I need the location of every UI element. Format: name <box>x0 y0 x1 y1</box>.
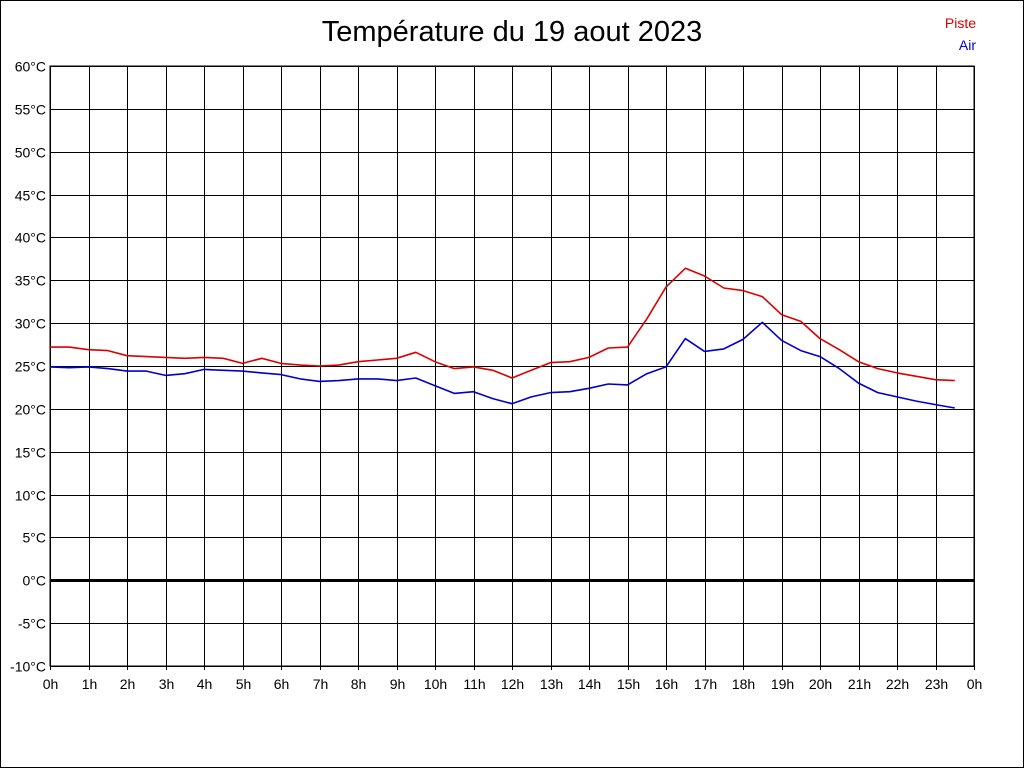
x-tick-label: 21h <box>848 676 871 692</box>
y-tick-label: 0°C <box>23 573 47 589</box>
y-tick-label: 15°C <box>15 445 46 461</box>
x-tick-label: 2h <box>120 676 136 692</box>
x-tick-label: 7h <box>313 676 329 692</box>
x-tick-label: 22h <box>886 676 909 692</box>
x-tick-label: 9h <box>390 676 406 692</box>
y-tick-label: 5°C <box>23 530 47 546</box>
x-tick-label: 0h <box>43 676 59 692</box>
x-tick-label: 23h <box>925 676 948 692</box>
x-tick-label: 6h <box>274 676 290 692</box>
x-tick-label: 5h <box>236 676 252 692</box>
y-tick-label: 10°C <box>15 488 46 504</box>
x-tick-label: 11h <box>463 676 485 692</box>
x-tick-label: 3h <box>159 676 175 692</box>
x-tick-label: 12h <box>501 676 524 692</box>
legend: Piste Air <box>945 12 976 56</box>
legend-item-air: Air <box>958 37 976 53</box>
x-tick-label: 0h <box>967 676 983 692</box>
y-tick-label: 45°C <box>15 188 46 204</box>
y-tick-label: 25°C <box>15 359 46 375</box>
x-tick-label: 17h <box>694 676 717 692</box>
x-tick-label: 20h <box>809 676 832 692</box>
legend-item-piste: Piste <box>944 15 976 31</box>
y-tick-label: -10°C <box>10 659 46 675</box>
x-tick-label: 16h <box>655 676 678 692</box>
y-tick-label: 60°C <box>15 59 46 75</box>
x-tick-label: 15h <box>617 676 640 692</box>
series-line-piste <box>50 267 955 382</box>
x-tick-label: 19h <box>771 676 794 692</box>
y-tick-label: 40°C <box>15 230 46 246</box>
x-tick-label: 4h <box>197 676 213 692</box>
y-tick-label: 50°C <box>15 145 46 161</box>
y-tick-label: 30°C <box>15 316 46 332</box>
x-tick-label: 10h <box>424 676 447 692</box>
y-tick-label: 20°C <box>15 402 46 418</box>
x-tick-label: 1h <box>82 676 98 692</box>
x-tick-label: 14h <box>578 676 601 692</box>
x-tick-label: 13h <box>540 676 563 692</box>
y-tick-label: 55°C <box>15 102 46 118</box>
y-tick-label: -5°C <box>18 616 46 632</box>
x-tick-label: 8h <box>351 676 367 692</box>
chart-title: Température du 19 aout 2023 <box>321 16 703 48</box>
series-line-air <box>49 321 955 409</box>
x-tick-label: 18h <box>732 676 755 692</box>
y-tick-label: 35°C <box>15 273 46 289</box>
